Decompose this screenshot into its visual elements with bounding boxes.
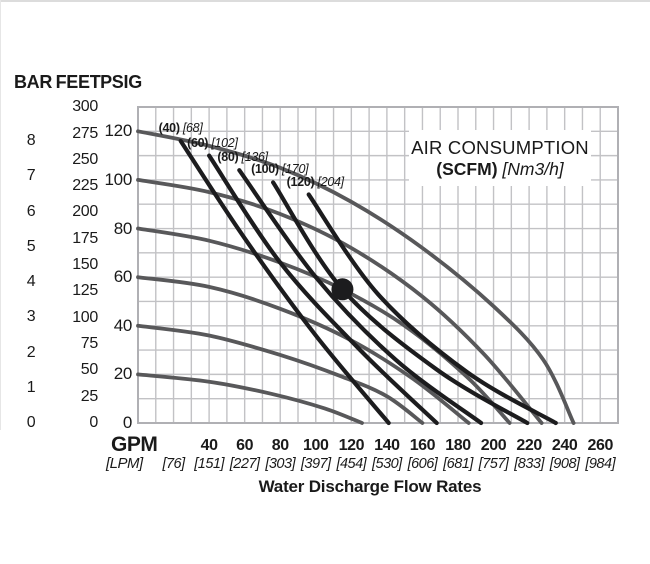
- air-curve-label: (100) [170]: [251, 163, 308, 176]
- air-curve-scfm-value: (120): [286, 174, 315, 189]
- lpm-axis-tick: [833]: [514, 456, 544, 472]
- lpm-axis-tick: [227]: [229, 456, 260, 472]
- gpm-axis-tick: 60: [236, 437, 254, 454]
- air-curve-nm3h-value: [68]: [179, 121, 203, 136]
- air-curve-nm3h-value: [102]: [208, 135, 238, 150]
- air-curve-nm3h-value: [204]: [314, 174, 345, 189]
- gpm-axis-tick: 180: [445, 437, 471, 454]
- psig-axis-tick: 100: [104, 169, 133, 189]
- scfm-unit-label: (SCFM): [436, 158, 498, 179]
- lpm-axis-tick: [530]: [372, 456, 402, 472]
- bar-axis-tick: 0: [26, 414, 36, 431]
- air-consumption-curve-100: [271, 180, 530, 426]
- psig-axis-tick: 120: [104, 121, 133, 141]
- water-pressure-curve-40: [136, 323, 425, 425]
- lpm-axis-tick: [984]: [585, 456, 616, 472]
- feet-axis-tick: 50: [80, 361, 99, 379]
- bar-axis-tick: 5: [26, 237, 36, 255]
- psig-axis-tick: 0: [122, 413, 132, 432]
- image-top-edge: [0, 0, 650, 2]
- psig-axis-tick: 80: [113, 218, 133, 238]
- operating-point-dot: [331, 278, 354, 301]
- bar-axis-tick: 6: [26, 202, 36, 220]
- gpm-axis-tick: 80: [271, 437, 289, 454]
- air-curve-scfm-value: (60): [187, 135, 209, 150]
- lpm-axis-tick: [151]: [194, 456, 224, 472]
- gpm-axis-tick: 160: [409, 437, 436, 454]
- lpm-axis-tick: [454]: [336, 456, 367, 472]
- air-curve-label: (40) [68]: [159, 122, 203, 135]
- gpm-axis-unit: GPM: [111, 433, 158, 456]
- bar-axis-header: BAR: [13, 72, 53, 92]
- x-axis-title: Water Discharge Flow Rates: [258, 477, 482, 496]
- feet-axis-tick: 75: [80, 335, 99, 352]
- feet-axis-tick: 100: [72, 308, 98, 326]
- air-consumption-legend: AIR CONSUMPTION (SCFM) [Nm3/h]: [409, 130, 591, 186]
- feet-axis-tick: 25: [80, 387, 99, 405]
- air-curve-scfm-value: (100): [251, 162, 279, 177]
- air-curve-label: (120) [204]: [286, 174, 345, 189]
- air-curve-nm3h-value: [136]: [238, 150, 269, 165]
- air-legend-units: (SCFM) [Nm3/h]: [436, 159, 563, 180]
- lpm-axis-tick: [303]: [265, 456, 296, 472]
- water-pressure-curve-20: [136, 372, 364, 425]
- feet-axis-tick: 0: [89, 414, 98, 431]
- image-left-edge: [0, 0, 1, 430]
- water-pressure-curve-100: [136, 178, 544, 425]
- feet-axis-tick: 250: [72, 150, 98, 168]
- feet-axis-tick: 225: [72, 177, 98, 195]
- psig-axis-tick: 60: [113, 267, 133, 287]
- air-curve-scfm-value: (80): [217, 150, 239, 165]
- lpm-axis-tick: [681]: [443, 456, 473, 472]
- gpm-axis-tick: 260: [587, 437, 613, 454]
- gpm-axis-tick: 100: [303, 437, 329, 454]
- bar-axis-tick: 1: [26, 378, 36, 396]
- bar-axis-tick: 3: [26, 308, 36, 326]
- gpm-axis-tick: 200: [480, 437, 507, 454]
- psig-axis-header: PSIG: [100, 72, 142, 92]
- gpm-axis-tick: 40: [200, 437, 218, 454]
- bar-axis-tick: 7: [26, 167, 36, 185]
- air-consumption-curve-80: [237, 168, 484, 426]
- air-consumption-curves: [178, 138, 558, 426]
- gpm-axis-tick: 240: [551, 437, 578, 454]
- feet-axis-tick: 275: [72, 124, 98, 142]
- nm3h-unit-label: [Nm3/h]: [502, 158, 564, 179]
- water-pressure-curve-120: [136, 129, 576, 425]
- psig-axis-tick: 20: [113, 364, 133, 384]
- gpm-axis-tick: 140: [374, 437, 400, 454]
- lpm-axis-tick: [76]: [162, 456, 185, 472]
- lpm-axis-unit: [LPM]: [106, 455, 143, 472]
- feet-axis-tick: 200: [72, 203, 98, 221]
- bar-axis-tick: 2: [26, 343, 36, 361]
- bar-axis-tick: 4: [26, 273, 36, 290]
- feet-axis-tick: 300: [72, 98, 98, 116]
- gpm-axis-tick: 220: [516, 437, 542, 454]
- bar-axis-tick: 8: [26, 132, 36, 150]
- feet-axis-tick: 175: [72, 229, 98, 247]
- feet-axis-tick: 150: [72, 256, 98, 274]
- air-curve-label: (80) [136]: [217, 151, 268, 164]
- feet-axis-tick: 125: [72, 282, 98, 300]
- air-curve-nm3h-value: [170]: [278, 162, 309, 177]
- psig-axis-tick: 40: [113, 315, 133, 335]
- lpm-axis-tick: [757]: [478, 456, 509, 472]
- air-curve-label: (60) [102]: [187, 135, 238, 150]
- air-legend-title: AIR CONSUMPTION: [411, 136, 589, 158]
- lpm-axis-tick: [606]: [407, 456, 438, 472]
- gpm-axis-tick: 120: [338, 437, 365, 454]
- air-consumption-curve-120: [306, 192, 558, 426]
- feet-axis-header: FEET: [55, 72, 101, 92]
- lpm-axis-tick: [908]: [549, 456, 580, 472]
- air-curve-scfm-value: (40): [158, 121, 180, 136]
- lpm-axis-tick: [397]: [300, 456, 331, 472]
- air-consumption-curve-60: [207, 153, 439, 426]
- water-pressure-curve-60: [136, 275, 471, 425]
- air-consumption-curve-40: [178, 138, 391, 426]
